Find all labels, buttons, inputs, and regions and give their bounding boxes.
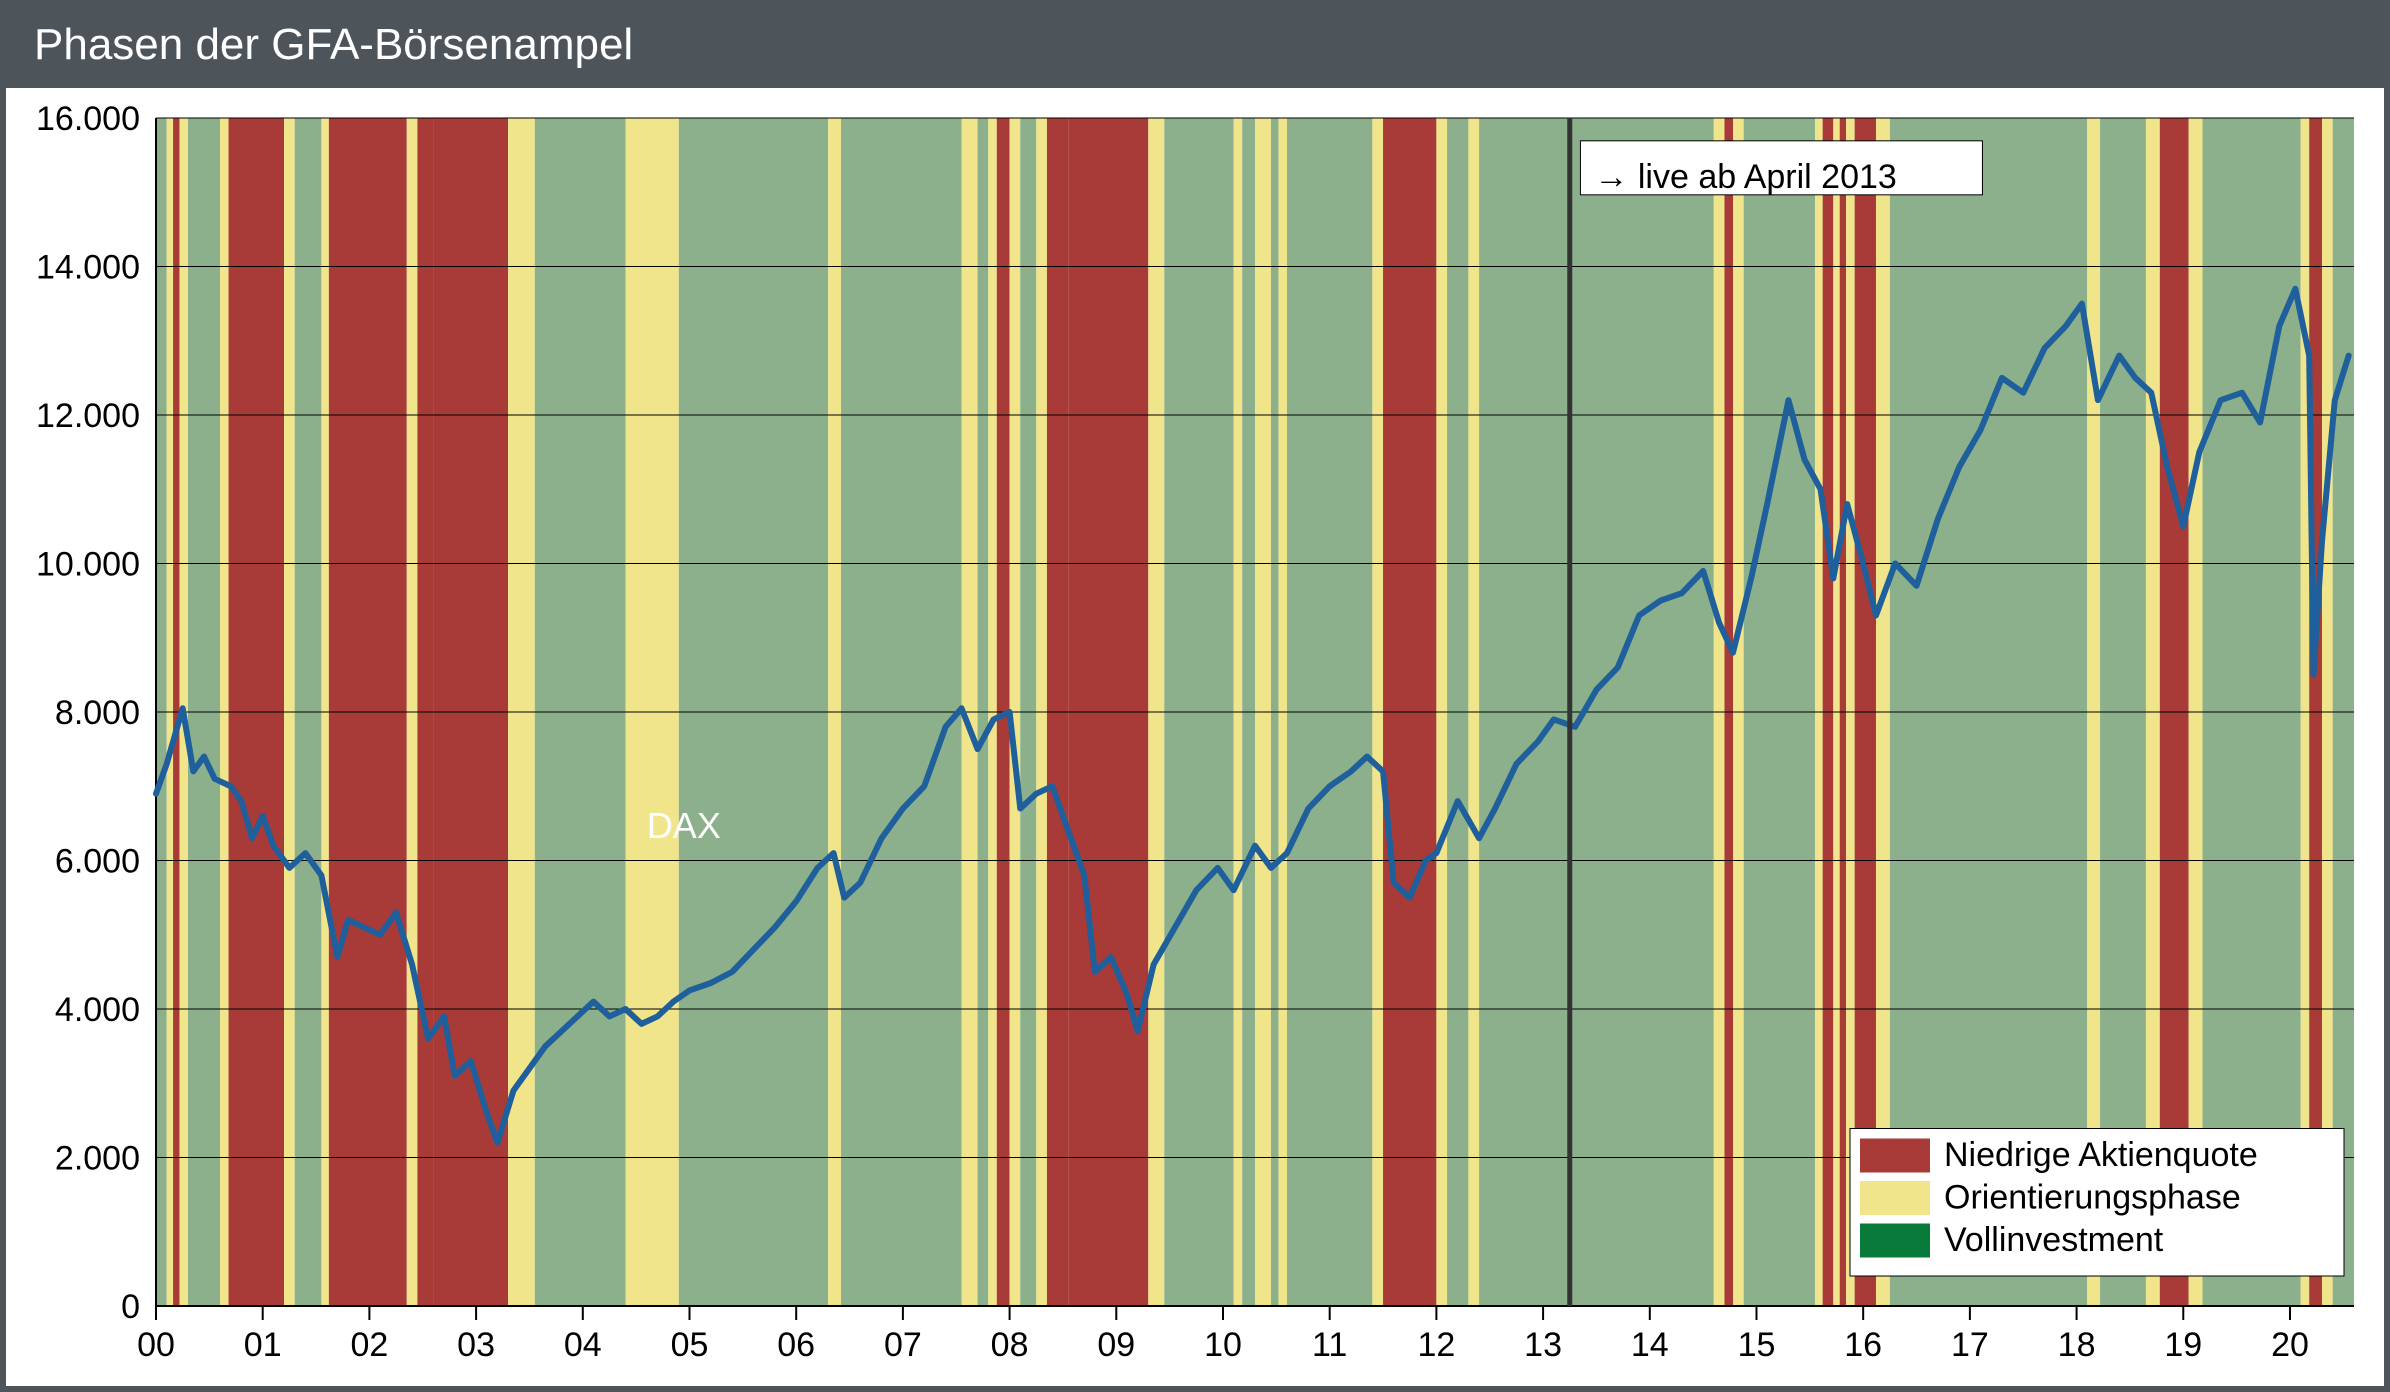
x-tick-label: 05 (671, 1326, 709, 1364)
x-tick-label: 06 (777, 1326, 815, 1364)
x-tick-label: 20 (2271, 1326, 2309, 1364)
chart-svg: 0 2.000 4.000 6.000 8.000 10.000 12.000 14.000 1… (6, 88, 2384, 1386)
x-tick-label: 00 (137, 1326, 175, 1364)
x-tick-label: 16 (1844, 1326, 1882, 1364)
y-tick-label: 0 (121, 1288, 140, 1326)
x-tick-label: 04 (564, 1326, 602, 1364)
y-tick-label: 10.000 (36, 546, 140, 584)
x-tick-label: 18 (2058, 1326, 2096, 1364)
chart-plot-area: 0 2.000 4.000 6.000 8.000 10.000 12.000 14.000 1… (6, 88, 2384, 1386)
x-tick-label: 02 (350, 1326, 388, 1364)
x-tick-label: 01 (244, 1326, 282, 1364)
series-label-dax: DAX (647, 805, 721, 846)
legend-label: Niedrige Aktienquote (1944, 1136, 2258, 1174)
x-tick-label: 07 (884, 1326, 922, 1364)
title-bar: Phasen der GFA-Börsenampel (6, 6, 2384, 88)
y-tick-label: 2.000 (55, 1140, 140, 1178)
x-tick-label: 15 (1738, 1326, 1776, 1364)
x-tick-label: 08 (991, 1326, 1029, 1364)
x-tick-label: 19 (2164, 1326, 2202, 1364)
legend-swatch (1860, 1224, 1930, 1258)
x-axis: 00 01 02 03 04 05 06 07 08 09 10 11 12 13 14 15 16 17 18 19… (137, 1306, 2309, 1364)
live-annotation: → live ab April 2013 (1580, 141, 1982, 196)
y-tick-label: 8.000 (55, 694, 140, 732)
x-tick-label: 12 (1417, 1326, 1455, 1364)
legend-label: Vollinvestment (1944, 1221, 2164, 1259)
x-tick-label: 14 (1631, 1326, 1669, 1364)
legend: Niedrige Aktienquote Orientierungsphase Vo… (1850, 1129, 2344, 1277)
legend-swatch (1860, 1181, 1930, 1215)
y-tick-label: 12.000 (36, 397, 140, 435)
chart-container: Phasen der GFA-Börsenampel 0 2.000 4.000 6.… (0, 0, 2390, 1392)
y-tick-label: 14.000 (36, 249, 140, 287)
x-tick-label: 09 (1097, 1326, 1135, 1364)
x-tick-label: 17 (1951, 1326, 1989, 1364)
legend-swatch (1860, 1139, 1930, 1173)
legend-label: Orientierungsphase (1944, 1179, 2241, 1217)
chart-title: Phasen der GFA-Börsenampel (34, 20, 2356, 70)
x-tick-label: 03 (457, 1326, 495, 1364)
y-tick-label: 6.000 (55, 843, 140, 881)
x-tick-label: 11 (1312, 1326, 1347, 1364)
live-annotation-label: → live ab April 2013 (1594, 158, 1896, 196)
y-tick-label: 4.000 (55, 991, 140, 1029)
x-tick-label: 10 (1204, 1326, 1242, 1364)
x-tick-label: 13 (1524, 1326, 1562, 1364)
y-tick-label: 16.000 (36, 100, 140, 138)
